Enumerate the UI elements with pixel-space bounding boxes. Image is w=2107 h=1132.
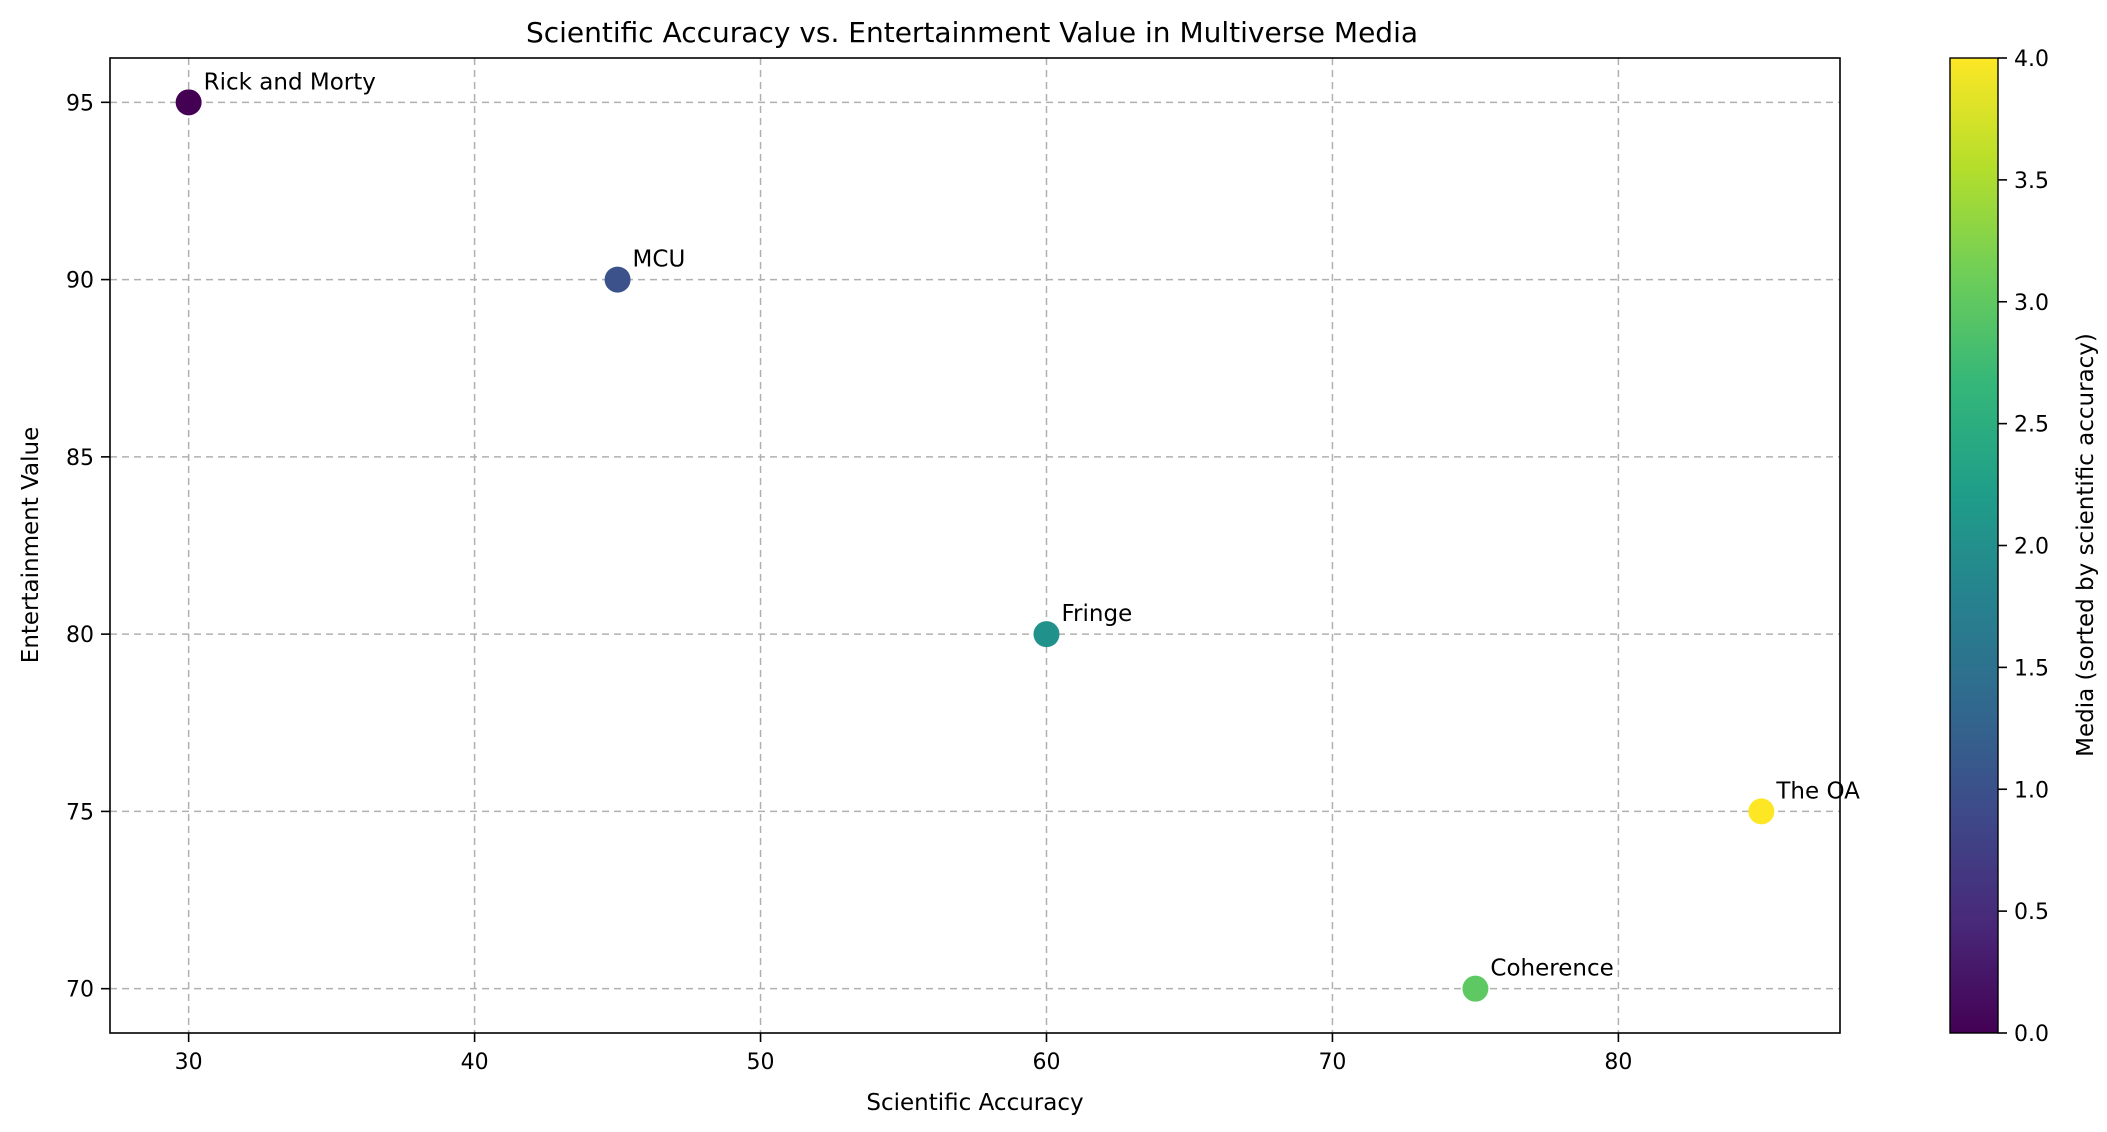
colorbar-tick-label: 1.5 xyxy=(2014,656,2049,681)
y-tick-label: 95 xyxy=(66,91,94,116)
point-label: Coherence xyxy=(1490,956,1613,982)
y-axis-ticks: 70 75 80 85 90 95 xyxy=(66,91,110,1003)
colorbar-tick-label: 0.0 xyxy=(2014,1022,2049,1047)
colorbar-tick-label: 3.5 xyxy=(2014,169,2049,194)
y-tick-label: 75 xyxy=(66,800,94,825)
grid-lines xyxy=(110,58,1840,1033)
point-label: MCU xyxy=(633,247,686,273)
scatter-point xyxy=(1748,798,1775,825)
colorbar: 0.0 0.5 1.0 1.5 2.0 2.5 3.0 3.5 4.0 Media (sorte… xyxy=(1949,47,2099,1047)
x-tick-label: 50 xyxy=(747,1050,775,1075)
x-tick-label: 80 xyxy=(1604,1050,1632,1075)
point-labels: Rick and Morty MCU Fringe Coherence The OA xyxy=(204,69,1861,981)
scatter-point xyxy=(1462,975,1489,1002)
y-tick-label: 85 xyxy=(66,446,94,471)
data-points xyxy=(175,89,1775,1002)
x-axis-ticks: 30 40 50 60 70 80 xyxy=(175,1033,1632,1075)
plot-area-frame xyxy=(109,57,1841,1034)
colorbar-gradient xyxy=(1949,57,1999,1034)
colorbar-tick-label: 0.5 xyxy=(2014,900,2049,925)
scatter-point xyxy=(604,266,631,293)
colorbar-tick-label: 1.0 xyxy=(2014,778,2049,803)
colorbar-tick-label: 2.5 xyxy=(2014,413,2049,438)
x-axis-label: Scientific Accuracy xyxy=(866,1090,1083,1116)
colorbar-ticks: 0.0 0.5 1.0 1.5 2.0 2.5 3.0 3.5 4.0 xyxy=(1998,47,2049,1047)
colorbar-label: Media (sorted by scientific accuracy) xyxy=(2073,333,2099,757)
point-label: Rick and Morty xyxy=(204,69,376,95)
x-tick-label: 70 xyxy=(1318,1050,1346,1075)
colorbar-tick-label: 4.0 xyxy=(2014,47,2049,72)
y-tick-label: 80 xyxy=(66,623,94,648)
point-label: Fringe xyxy=(1061,601,1132,627)
x-tick-label: 40 xyxy=(461,1050,489,1075)
x-tick-label: 30 xyxy=(175,1050,203,1075)
colorbar-tick-label: 2.0 xyxy=(2014,535,2049,560)
y-tick-label: 90 xyxy=(66,269,94,294)
y-axis-label: Entertainment Value xyxy=(18,427,44,663)
scatter-point xyxy=(175,89,202,116)
y-tick-label: 70 xyxy=(66,978,94,1003)
scatter-point xyxy=(1033,621,1060,648)
point-label: The OA xyxy=(1775,778,1860,804)
chart-title: Scientific Accuracy vs. Entertainment Va… xyxy=(526,16,1418,49)
x-tick-label: 60 xyxy=(1032,1050,1060,1075)
colorbar-tick-label: 3.0 xyxy=(2014,291,2049,316)
